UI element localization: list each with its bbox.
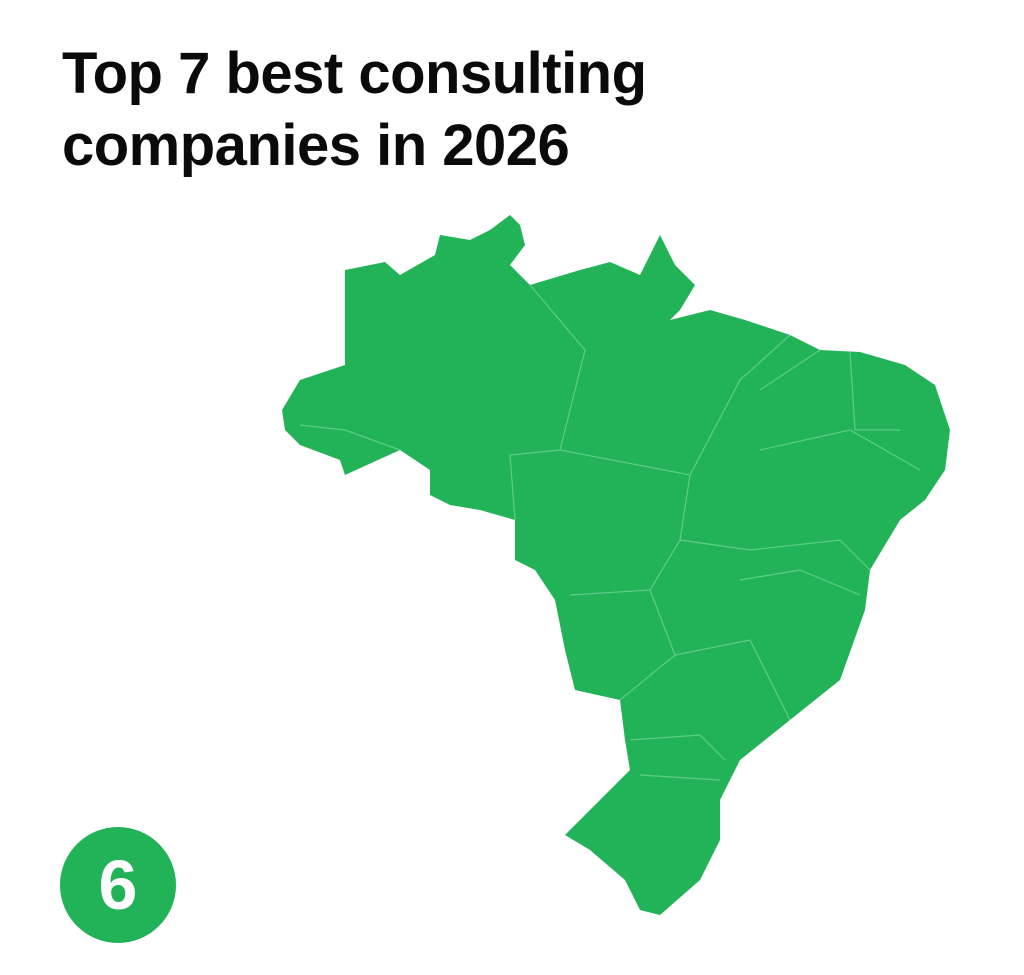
- state-borders: [299, 284, 921, 781]
- page-title: Top 7 best consulting companies in 2026: [62, 41, 647, 178]
- brazil-shape: [282, 215, 950, 915]
- rank-badge: 6: [60, 827, 176, 943]
- rank-number: 6: [98, 846, 138, 924]
